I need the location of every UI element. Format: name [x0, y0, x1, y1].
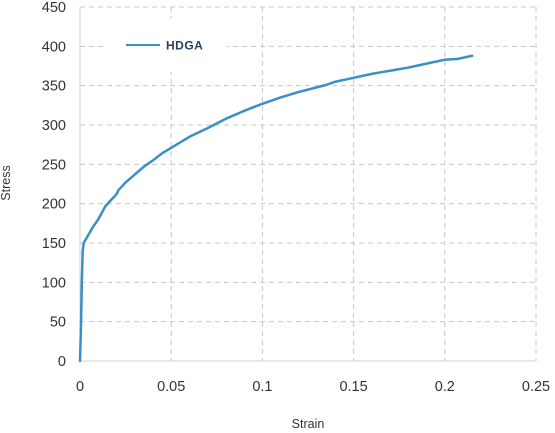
x-axis-title: Strain — [292, 417, 325, 431]
x-tick-label: 0.25 — [522, 379, 550, 395]
y-tick-label: 300 — [42, 118, 66, 134]
y-tick-label: 450 — [42, 0, 66, 16]
legend: HDGA — [107, 18, 226, 72]
gridlines — [80, 6, 537, 361]
x-tick-label: 0.15 — [339, 379, 367, 395]
series-layer — [78, 54, 474, 363]
x-tick-label: 0 — [76, 379, 84, 395]
y-axis-title: Stress — [0, 165, 13, 200]
y-tick-label: 0 — [58, 354, 66, 370]
y-tick-label: 400 — [42, 39, 66, 55]
y-tick-label: 200 — [42, 197, 66, 213]
tick-labels: 0 50 100 150 200 250 300 350 400 450 0 0.05 0.1 0.15 0… — [42, 0, 550, 395]
x-tick-label: 0.1 — [252, 379, 272, 395]
legend-label-hdga: HDGA — [166, 39, 203, 53]
x-tick-label: 0.05 — [157, 379, 185, 395]
y-tick-label: 150 — [42, 236, 66, 252]
y-tick-label: 350 — [42, 79, 66, 95]
y-tick-label: 50 — [50, 315, 66, 331]
series-line-hdga — [78, 54, 474, 363]
x-tick-label: 0.2 — [435, 379, 455, 395]
y-tick-label: 250 — [42, 157, 66, 173]
y-tick-label: 100 — [42, 275, 66, 291]
axes — [79, 7, 536, 362]
